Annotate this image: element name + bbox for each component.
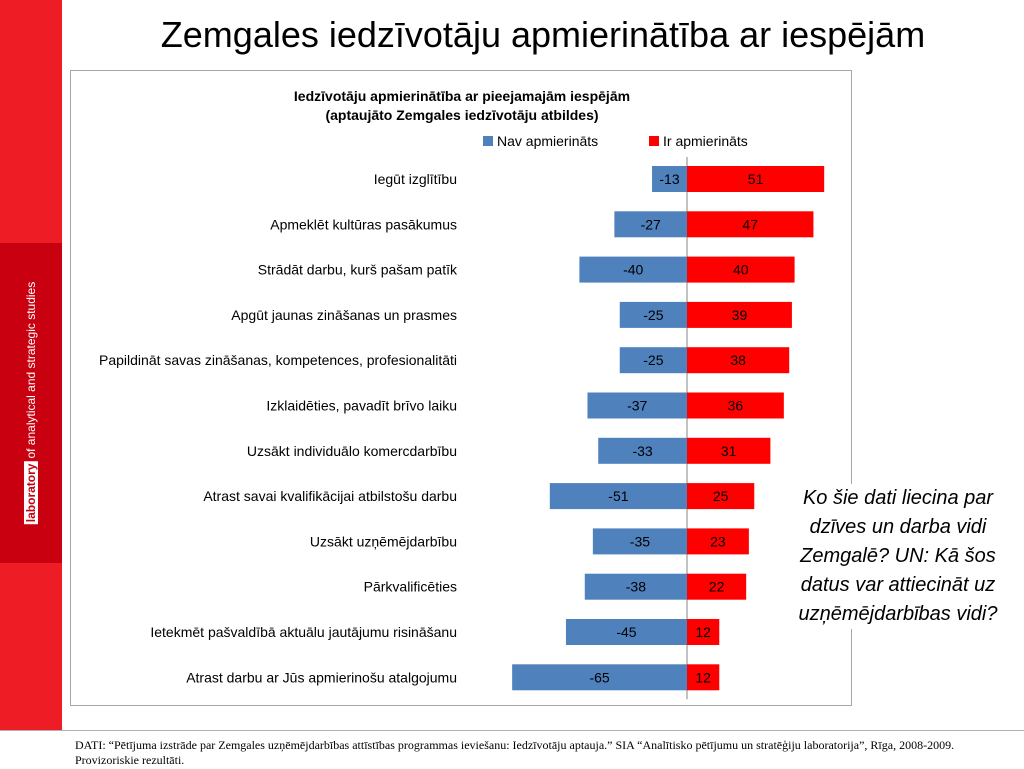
bar-nav-apmierinats [619,301,687,328]
bar-value-labels: -13 51 -27 47 -40 40 -25 39 -25 38 -37 36 -33 31 -51 25… [589,171,763,685]
chart-subtitle: (aptaujāto Zemgales iedzīvotāju atbildes… [325,107,598,123]
category-label: Apmeklēt kultūras pasākumus [270,216,457,232]
legend-label-nav-apmierinats: Nav apmierināts [497,133,598,149]
bar-nav-apmierinats [587,392,687,419]
bar-nav-apmierinats [549,483,687,510]
bar-nav-apmierinats [512,664,687,691]
bar-nav-apmierinats [584,573,687,600]
bar-ir-apmierinats [687,211,814,238]
chart-frame: Iedzīvotāju apmierinātība ar pieejamajām… [70,70,852,706]
bar-value-label: -65 [589,669,609,685]
bar-ir-apmierinats [687,347,790,374]
source-note: DATI: “Pētījuma izstrāde par Zemgales uz… [75,738,955,767]
bar-value-label: 12 [695,624,711,640]
bar-value-label: 31 [721,443,737,459]
bar-value-label: 38 [730,352,746,368]
bar-ir-apmierinats [687,664,720,691]
bar-ir-apmierinats [687,166,825,192]
category-label: Atrast savai kvalifikācijai atbilstošu d… [203,488,457,504]
category-label: Pārkvalificēties [364,579,457,595]
bar-value-label: -13 [659,171,679,187]
category-labels: Iegūt izglītību Apmeklēt kultūras pasākum… [99,171,458,685]
bar-ir-apmierinats [687,483,755,510]
category-label: Atrast darbu ar Jūs apmierinošu atalgoju… [186,669,457,685]
side-question-text: Ko šie dati liecina par dzīves un darba … [778,484,1018,629]
bar-nav-apmierinats [652,166,687,192]
bar-value-label: -27 [641,216,661,232]
slide-title: Zemgales iedzīvotāju apmierinātība ar ie… [160,14,926,55]
bar-value-label: -37 [627,398,647,414]
bar-ir-apmierinats [687,437,771,464]
bar-value-label: 25 [713,488,729,504]
category-label: Uzsākt uzņēmējdarbību [310,533,457,549]
bar-value-label: -51 [608,488,628,504]
legend-label-ir-apmierinats: Ir apmierināts [663,133,748,149]
chart-legend: Nav apmierināts Ir apmierināts [483,133,748,149]
category-label: Strādāt darbu, kurš pašam patīk [258,262,458,278]
bar-nav-apmierinats [579,256,687,283]
footer: DATI: “Pētījuma izstrāde par Zemgales uz… [0,730,1024,769]
bar-value-label: 47 [742,216,758,232]
bar-value-label: 22 [709,579,725,595]
bar-nav-apmierinats [598,437,687,464]
legend-swatch-nav-apmierinats [483,136,493,146]
bar-ir-apmierinats [687,392,784,419]
bar-nav-apmierinats [619,347,687,374]
legend-swatch-ir-apmierinats [649,136,659,146]
category-label: Papildināt savas zināšanas, kompetences,… [99,352,457,368]
logo-text: laboratory of analytical and strategic st… [24,281,38,525]
bar-value-label: -25 [643,352,663,368]
bar-value-label: 36 [728,398,744,414]
logo-word-laboratory: laboratory [24,461,38,525]
bars [512,166,825,691]
bar-value-label: 23 [710,533,726,549]
bar-ir-apmierinats [687,573,747,600]
category-label: Ietekmēt pašvaldībā aktuālu jautājumu ri… [150,624,457,640]
bar-value-label: 40 [733,262,749,278]
bar-value-label: -38 [626,579,646,595]
category-label: Izklaidēties, pavadīt brīvo laiku [266,398,457,414]
bar-value-label: -40 [623,262,643,278]
category-label: Uzsākt individuālo komercdarbību [247,443,457,459]
bar-nav-apmierinats [565,619,687,645]
bar-value-label: -33 [632,443,652,459]
logo-rest: of analytical and strategic studies [24,281,38,459]
bar-ir-apmierinats [687,301,792,328]
bar-ir-apmierinats [687,619,720,645]
bar-value-label: 39 [732,307,748,323]
bar-value-label: -35 [630,533,650,549]
bar-nav-apmierinats [614,211,687,238]
bar-ir-apmierinats [687,528,749,555]
bar-nav-apmierinats [592,528,687,555]
bar-ir-apmierinats [687,256,795,283]
sidebar-strip: laboratory of analytical and strategic st… [0,0,62,768]
bar-value-label: 51 [748,171,764,187]
bar-value-label: 12 [695,669,711,685]
category-label: Iegūt izglītību [374,171,457,187]
chart-title: Iedzīvotāju apmierinātība ar pieejamajām… [294,88,630,104]
laboratory-logo: laboratory of analytical and strategic st… [0,243,62,563]
bar-value-label: -25 [643,307,663,323]
bar-value-label: -45 [616,624,636,640]
category-label: Apgūt jaunas zināšanas un prasmes [231,307,457,323]
satisfaction-chart: Iedzīvotāju apmierinātība ar pieejamajām… [99,88,825,700]
